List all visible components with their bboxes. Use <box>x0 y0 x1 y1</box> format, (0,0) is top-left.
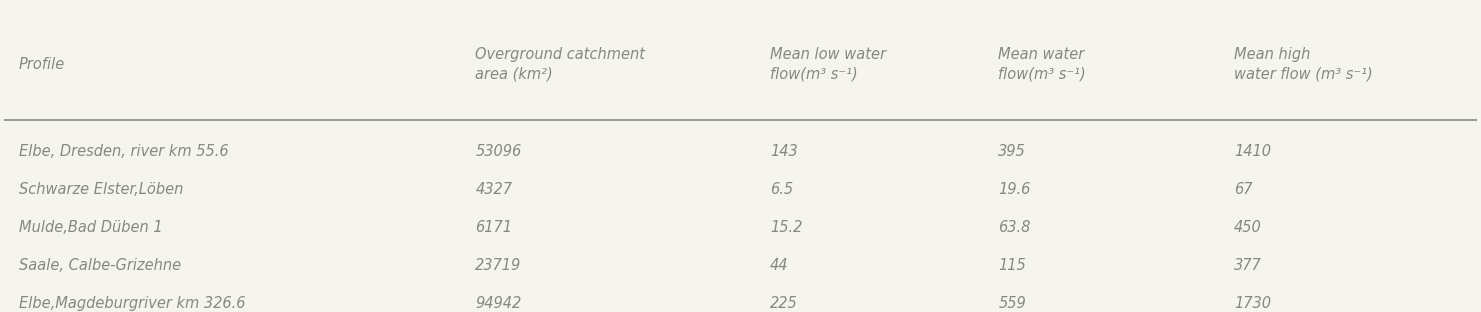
Text: 44: 44 <box>770 258 788 273</box>
Text: Elbe,Magdeburgriver km 326.6: Elbe,Magdeburgriver km 326.6 <box>19 296 246 311</box>
Text: 23719: 23719 <box>475 258 521 273</box>
Text: 63.8: 63.8 <box>998 220 1031 235</box>
Text: 4327: 4327 <box>475 182 512 197</box>
Text: Elbe, Dresden, river km 55.6: Elbe, Dresden, river km 55.6 <box>19 144 228 159</box>
Text: 19.6: 19.6 <box>998 182 1031 197</box>
Text: Mean water
flow(m³ s⁻¹): Mean water flow(m³ s⁻¹) <box>998 47 1086 82</box>
Text: Schwarze Elster,Löben: Schwarze Elster,Löben <box>19 182 184 197</box>
Text: 559: 559 <box>998 296 1026 311</box>
Text: 450: 450 <box>1234 220 1262 235</box>
Text: Profile: Profile <box>19 57 65 72</box>
Text: Mulde,Bad Düben 1: Mulde,Bad Düben 1 <box>19 220 163 235</box>
Text: Saale, Calbe-Grizehne: Saale, Calbe-Grizehne <box>19 258 181 273</box>
Text: 6.5: 6.5 <box>770 182 794 197</box>
Text: 395: 395 <box>998 144 1026 159</box>
Text: 225: 225 <box>770 296 798 311</box>
Text: Mean low water
flow(m³ s⁻¹): Mean low water flow(m³ s⁻¹) <box>770 47 886 82</box>
Text: 53096: 53096 <box>475 144 521 159</box>
Text: Overground catchment
area (km²): Overground catchment area (km²) <box>475 47 646 82</box>
Text: 94942: 94942 <box>475 296 521 311</box>
Text: Mean high
water flow (m³ s⁻¹): Mean high water flow (m³ s⁻¹) <box>1234 47 1373 82</box>
Text: 15.2: 15.2 <box>770 220 803 235</box>
Text: 67: 67 <box>1234 182 1253 197</box>
Text: 377: 377 <box>1234 258 1262 273</box>
Text: 1730: 1730 <box>1234 296 1271 311</box>
Text: 6171: 6171 <box>475 220 512 235</box>
Text: 1410: 1410 <box>1234 144 1271 159</box>
Text: 115: 115 <box>998 258 1026 273</box>
Text: 143: 143 <box>770 144 798 159</box>
